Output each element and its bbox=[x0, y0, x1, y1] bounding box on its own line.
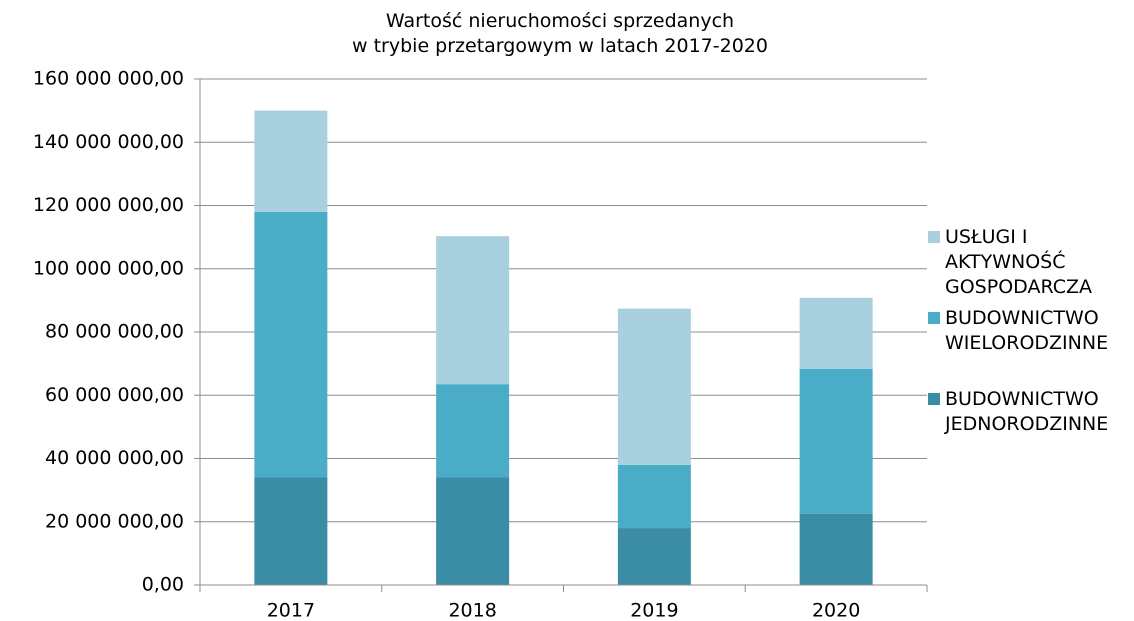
bar-segment bbox=[436, 236, 510, 385]
bar-segment bbox=[617, 308, 691, 465]
legend-label: BUDOWNICTWO JEDNORODZINNE bbox=[944, 388, 1108, 435]
legend-swatch bbox=[928, 231, 940, 243]
bar-segment bbox=[436, 384, 510, 478]
legend-label: USŁUGI I AKTYWNOŚĆ GOSPODARCZA bbox=[945, 226, 1092, 298]
y-tick-label: 100 000 000,00 bbox=[33, 257, 184, 279]
y-tick-label: 80 000 000,00 bbox=[45, 321, 184, 343]
y-tick-label: 40 000 000,00 bbox=[45, 447, 184, 469]
x-tick-label: 2017 bbox=[267, 600, 315, 621]
y-tick-label: 0,00 bbox=[142, 574, 184, 596]
bar-segment bbox=[617, 464, 691, 529]
bar-segment bbox=[436, 477, 510, 585]
bar-segment bbox=[799, 369, 873, 514]
bar-segment bbox=[254, 211, 328, 478]
y-tick-label: 120 000 000,00 bbox=[33, 194, 184, 216]
bar-segment bbox=[799, 513, 873, 585]
chart-title: Wartość nieruchomości sprzedanych w trybi… bbox=[352, 10, 768, 57]
legend-label: BUDOWNICTWO WIELORODZINNE bbox=[945, 307, 1108, 354]
y-tick-label: 20 000 000,00 bbox=[45, 510, 184, 532]
x-tick-label: 2018 bbox=[448, 600, 496, 621]
bar-segment bbox=[799, 297, 873, 370]
y-tick-label: 140 000 000,00 bbox=[33, 131, 184, 153]
y-tick-label: 160 000 000,00 bbox=[33, 68, 184, 90]
legend-swatch bbox=[928, 393, 940, 405]
x-tick-label: 2019 bbox=[630, 600, 678, 621]
legend-swatch bbox=[928, 312, 940, 324]
y-tick-label: 60 000 000,00 bbox=[45, 384, 184, 406]
bar-segment bbox=[254, 477, 328, 585]
x-tick-label: 2020 bbox=[812, 600, 860, 621]
bar-segment bbox=[254, 110, 328, 212]
bar-segment bbox=[617, 528, 691, 585]
